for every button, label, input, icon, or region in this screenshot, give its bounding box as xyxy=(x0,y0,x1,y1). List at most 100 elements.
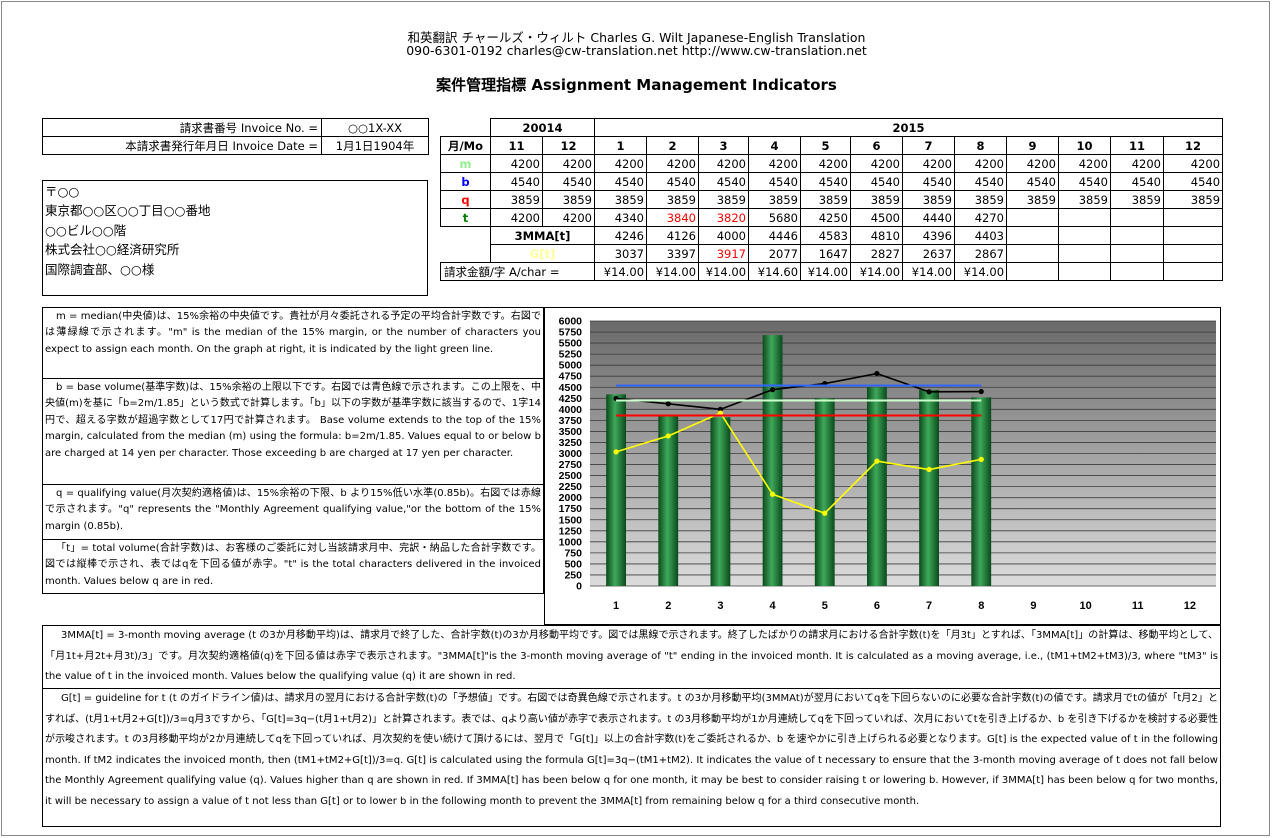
table-cell: 4200 xyxy=(541,154,596,173)
table-cell: 4200 xyxy=(954,154,1008,173)
table-cell: 4200 xyxy=(902,154,956,173)
table-cell: 3859 xyxy=(541,190,596,209)
table-cell: 3859 xyxy=(902,190,956,209)
row-b: b 4540 4540 4540 4540 4540 4540 4540 4540 4540 454… xyxy=(440,172,1224,191)
table-cell: 4200 xyxy=(748,154,802,173)
table-cell: ¥14.60 xyxy=(748,262,802,281)
table-cell: 3859 xyxy=(850,190,904,209)
month-header: 1 xyxy=(594,136,648,155)
y-tick-label: 0 xyxy=(576,581,582,593)
table-cell: 4540 xyxy=(902,172,956,191)
table-cell: 4250 xyxy=(800,208,852,227)
y-tick-label: 2750 xyxy=(559,459,583,471)
bar xyxy=(971,397,992,586)
chart-panel: 0 250 500 750 1000 1250 1500 1750 2000 2250 2500 27… xyxy=(544,307,1221,625)
month-header: 7 xyxy=(902,136,956,155)
invoice-date-label: 本請求書発行年月日 Invoice Date = xyxy=(42,136,322,155)
y-tick-label: 5750 xyxy=(559,327,583,339)
table-cell: 3037 xyxy=(594,244,648,263)
row-label-t: t xyxy=(440,208,491,227)
row-label-rate: 請求金額/字 A/char = xyxy=(439,262,596,281)
row-label-m: m xyxy=(440,154,491,173)
table-cell: ¥14.00 xyxy=(850,262,904,281)
explanation-3mma: 3MMA[t] = 3-month moving average (t の3か月… xyxy=(42,625,1221,689)
row-rate: 請求金額/字 A/char = ¥14.00 ¥14.00 ¥14.00 ¥14.60… xyxy=(439,262,1224,281)
x-tick-label: 4 xyxy=(770,600,777,612)
x-tick-label: 8 xyxy=(978,600,984,612)
address-line: 株式会社○○経済研究所 xyxy=(45,242,180,258)
table-cell: 3859 xyxy=(594,190,648,209)
x-tick-label: 7 xyxy=(926,600,932,612)
table-cell: 3859 xyxy=(1058,190,1112,209)
client-address: 〒○○ 東京都○○区○○丁目○○番地 ○○ビル○○階 株式会社○○経済研究所 国… xyxy=(42,180,428,296)
table-cell xyxy=(1110,226,1165,245)
translator-name: 和英翻訳 チャールズ・ウィルト Charles G. Wilt Japanese… xyxy=(407,30,866,45)
table-cell: 4200 xyxy=(1006,154,1060,173)
table-cell: 4540 xyxy=(541,172,596,191)
table-cell xyxy=(1163,244,1224,263)
table-cell xyxy=(1058,244,1112,263)
table-cell: 4810 xyxy=(850,226,904,245)
month-header: 12 xyxy=(1163,136,1224,155)
y-tick-label: 3250 xyxy=(559,437,583,449)
y-tick-label: 1250 xyxy=(559,525,583,537)
row-m: m 4200 4200 4200 4200 4200 4200 4200 4200 4200 420… xyxy=(440,154,1224,173)
table-cell: 2867 xyxy=(954,244,1008,263)
table-cell: 4200 xyxy=(1163,154,1224,173)
y-tick-label: 5250 xyxy=(559,349,583,361)
table-cell: 4540 xyxy=(1163,172,1224,191)
month-header: 11 xyxy=(1110,136,1165,155)
table-cell: 3840 xyxy=(646,208,700,227)
x-tick-label: 9 xyxy=(1030,600,1036,612)
table-cell xyxy=(1006,226,1060,245)
explanation-q: q = qualifying value(月次契約適格値)は、15%余裕の下限、… xyxy=(42,484,544,540)
month-header: 10 xyxy=(1058,136,1112,155)
table-cell: 4540 xyxy=(1006,172,1060,191)
table-cell: 4540 xyxy=(800,172,852,191)
y-tick-label: 1500 xyxy=(559,514,583,526)
y-tick-label: 4500 xyxy=(559,382,583,394)
explanation-t: 「t」= total volume(合計字数)は、お客様のご委託に対し当該請求月… xyxy=(42,539,544,594)
month-label: 月/Mo xyxy=(440,136,491,155)
table-cell: 2827 xyxy=(850,244,904,263)
series-point xyxy=(874,458,880,464)
y-tick-label: 750 xyxy=(564,547,582,559)
table-cell xyxy=(1006,262,1060,281)
table-cell: ¥14.00 xyxy=(594,262,648,281)
table-cell: 4403 xyxy=(954,226,1008,245)
series-point xyxy=(665,433,671,439)
x-tick-label: 6 xyxy=(874,600,880,612)
y-tick-label: 4250 xyxy=(559,393,583,405)
row-label-g: G[t] xyxy=(489,244,596,263)
table-cell xyxy=(1058,226,1112,245)
bar xyxy=(658,416,679,586)
month-header: 6 xyxy=(850,136,904,155)
series-point xyxy=(978,456,984,462)
table-cell: 3859 xyxy=(698,190,750,209)
y-tick-label: 5000 xyxy=(559,360,583,372)
address-line: 東京都○○区○○丁目○○番地 xyxy=(45,203,211,219)
table-cell: 4200 xyxy=(490,208,543,227)
table-cell: 4500 xyxy=(850,208,904,227)
row-label-q: q xyxy=(440,190,491,209)
table-cell: 4200 xyxy=(646,154,700,173)
table-cell: 4540 xyxy=(698,172,750,191)
table-cell: 5680 xyxy=(748,208,802,227)
table-cell xyxy=(1058,208,1112,227)
table-cell: 4396 xyxy=(902,226,956,245)
explanation-b: b = base volume(基準字数)は、15%余裕の上限以下です。右図では… xyxy=(42,378,544,485)
month-header: 11 xyxy=(490,136,543,155)
table-cell: 3397 xyxy=(646,244,700,263)
series-point xyxy=(926,389,932,395)
month-header: 4 xyxy=(748,136,802,155)
table-cell: 4440 xyxy=(902,208,956,227)
months-row: 月/Mo 11 12 1 2 3 4 5 6 7 8 9 10 11 12 xyxy=(440,136,1224,155)
x-tick-label: 5 xyxy=(822,600,828,612)
table-cell: 4200 xyxy=(850,154,904,173)
explanation-m: m = median(中央値)は、15%余裕の中央値です。貴社が月々委託される予… xyxy=(42,307,544,379)
y-tick-label: 5500 xyxy=(559,338,583,350)
table-cell: 4200 xyxy=(541,208,596,227)
table-cell: 3859 xyxy=(490,190,543,209)
contact-info: 090-6301-0192 charles@cw-translation.net… xyxy=(406,43,867,58)
invoice-date-value: 1月1日1904年 xyxy=(321,136,429,155)
